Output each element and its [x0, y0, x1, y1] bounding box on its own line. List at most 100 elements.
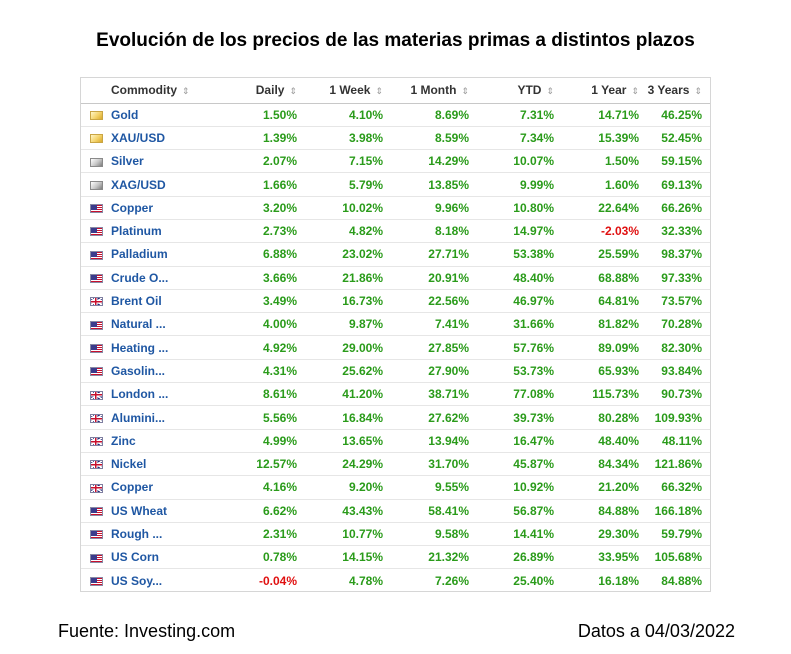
commodity-link[interactable]: Palladium — [111, 242, 221, 267]
column-header-3-years[interactable]: 3 Years ⇕ — [647, 78, 710, 104]
cell-ytd: 10.80% — [477, 196, 562, 220]
cell-1-month: 14.29% — [391, 149, 477, 174]
table-row[interactable]: Palladium 6.88% 23.02% 27.71% 53.38% 25.59% 98… — [81, 242, 710, 267]
column-header-commodity[interactable]: Commodity ⇕ — [111, 78, 221, 104]
cell-3-years: 166.18% — [647, 499, 710, 523]
cell-ytd: 7.34% — [477, 126, 562, 151]
table-row[interactable]: Alumini... 5.56% 16.84% 27.62% 39.73% 80.28% 1… — [81, 405, 710, 430]
commodity-link[interactable]: Copper — [111, 196, 221, 220]
table-row[interactable]: Nickel 12.57% 24.29% 31.70% 45.87% 84.34% 121.… — [81, 452, 710, 477]
table-row[interactable]: US Corn 0.78% 14.15% 21.32% 26.89% 33.95% 105.… — [81, 545, 710, 570]
commodity-link[interactable]: Platinum — [111, 219, 221, 244]
flag-cell — [81, 103, 111, 127]
commodity-link[interactable]: Heating ... — [111, 335, 221, 360]
cell-daily: 2.31% — [221, 522, 305, 547]
table-row[interactable]: XAU/USD 1.39% 3.98% 8.59% 7.34% 15.39% 52.45% — [81, 126, 710, 151]
cell-1-year: 65.93% — [562, 359, 647, 384]
commodity-link[interactable]: Zinc — [111, 429, 221, 453]
date-note: Datos a 04/03/2022 — [577, 621, 735, 641]
flag-cell — [81, 429, 111, 453]
column-header-ytd[interactable]: YTD ⇕ — [477, 78, 562, 104]
cell-1-week: 4.82% — [305, 219, 391, 244]
flag-cell — [81, 405, 111, 430]
table-row[interactable]: XAG/USD 1.66% 5.79% 13.85% 9.99% 1.60% 69.13% — [81, 172, 710, 197]
table-row[interactable]: Gasolin... 4.31% 25.62% 27.90% 53.73% 65.93% 9… — [81, 359, 710, 384]
commodity-link[interactable]: XAU/USD — [111, 126, 221, 151]
table-row[interactable]: Brent Oil 3.49% 16.73% 22.56% 46.97% 64.81% 73… — [81, 289, 710, 314]
cell-daily: 1.39% — [221, 126, 305, 151]
commodity-link[interactable]: Nickel — [111, 452, 221, 477]
cell-3-years: 59.79% — [647, 522, 710, 547]
cell-daily: 1.66% — [221, 172, 305, 197]
commodity-link[interactable]: Brent Oil — [111, 289, 221, 314]
flag-cell — [81, 266, 111, 290]
cell-daily: 4.16% — [221, 475, 305, 500]
commodity-link[interactable]: Alumini... — [111, 405, 221, 430]
cell-1-week: 4.78% — [348, 573, 383, 588]
cell-1-month: 8.59% — [391, 126, 477, 151]
cell-1-week: 43.43% — [305, 499, 391, 523]
commodity-link[interactable]: Copper — [111, 475, 221, 500]
commodity-link[interactable]: Gasolin... — [111, 359, 221, 384]
cell-1-year: 68.88% — [562, 266, 647, 290]
cell-1-year: 22.64% — [562, 196, 647, 220]
commodity-link[interactable]: London ... — [111, 382, 221, 407]
sort-icon: ⇕ — [289, 86, 297, 97]
table-row[interactable]: Crude O... 3.66% 21.86% 20.91% 48.40% 68.88% 9… — [81, 266, 710, 290]
commodity-link[interactable]: Rough ... — [111, 522, 221, 547]
cell-1-year: 89.09% — [562, 335, 647, 360]
cell-1-week: 10.77% — [305, 522, 391, 547]
table-row[interactable]: Rough ... 2.31% 10.77% 9.58% 14.41% 29.30% 59.… — [81, 522, 710, 547]
cell-ytd: 16.47% — [477, 429, 562, 453]
table-row[interactable]: US Wheat 6.62% 43.43% 58.41% 56.87% 84.88% 166… — [81, 499, 710, 523]
cell-ytd: 10.92% — [477, 475, 562, 500]
cell-1-week: 7.15% — [305, 149, 391, 174]
cell-3-years: 109.93% — [647, 405, 710, 430]
column-header-1-week[interactable]: 1 Week ⇕ — [305, 78, 391, 104]
cell-ytd: 53.38% — [477, 242, 562, 267]
commodity-link[interactable]: Natural ... — [111, 312, 221, 337]
table-row[interactable]: Natural ... 4.00% 9.87% 7.41% 31.66% 81.82% 70… — [81, 312, 710, 337]
commodities-table-container: Commodity ⇕ Daily ⇕ 1 Week ⇕ 1 Month ⇕ YTD ⇕ … — [80, 77, 711, 592]
table-row[interactable]: Silver 2.07% 7.15% 14.29% 10.07% 1.50% 59.15% — [81, 149, 710, 174]
cell-daily: 0.78% — [221, 545, 305, 570]
cell-3-years: 82.30% — [647, 335, 710, 360]
sort-icon: ⇕ — [461, 86, 469, 97]
flag-cell — [81, 522, 111, 547]
commodity-link[interactable]: US Corn — [111, 545, 221, 570]
cell-daily: 2.73% — [221, 219, 305, 244]
us-flag-icon — [89, 204, 103, 214]
us-flag-icon — [89, 530, 103, 540]
cell-1-week: 3.98% — [305, 126, 391, 151]
cell-ytd: 56.87% — [477, 499, 562, 523]
commodity-link[interactable]: Gold — [111, 103, 221, 127]
commodity-link[interactable]: Silver — [111, 149, 221, 174]
column-header-daily[interactable]: Daily ⇕ — [221, 78, 305, 104]
table-row[interactable]: Gold 1.50% 4.10% 8.69% 7.31% 14.71% 46.25% — [81, 103, 710, 127]
table-row[interactable]: Zinc 4.99% 13.65% 13.94% 16.47% 48.40% 48.11% — [81, 429, 710, 453]
cell-1-week: 5.79% — [305, 172, 391, 197]
table-row[interactable]: London ... 8.61% 41.20% 38.71% 77.08% 115.73%… — [81, 382, 710, 407]
table-row[interactable]: US Soy... -0.04% 4.78% 7.26% 25.40% 16.18% 84.… — [81, 569, 710, 592]
uk-flag-icon — [89, 460, 103, 470]
table-row[interactable]: Heating ... 4.92% 29.00% 27.85% 57.76% 89.09%… — [81, 335, 710, 360]
table-row[interactable]: Platinum 2.73% 4.82% 8.18% 14.97% -2.03% 32.33… — [81, 219, 710, 244]
commodity-link[interactable]: US Soy... — [111, 573, 163, 588]
cell-1-week: 29.00% — [305, 335, 391, 360]
commodity-link[interactable]: US Wheat — [111, 499, 221, 523]
column-header-1-month[interactable]: 1 Month ⇕ — [391, 78, 477, 104]
cell-1-month: 27.71% — [391, 242, 477, 267]
gold-icon — [89, 110, 103, 120]
column-header-1-year[interactable]: 1 Year ⇕ — [562, 78, 647, 104]
flag-cell — [81, 242, 111, 267]
commodity-link[interactable]: Crude O... — [111, 266, 221, 290]
cell-daily: 4.00% — [221, 312, 305, 337]
cell-3-years: 73.57% — [647, 289, 710, 314]
flag-cell — [81, 475, 111, 500]
cell-ytd: 14.97% — [477, 219, 562, 244]
commodity-link[interactable]: XAG/USD — [111, 172, 221, 197]
table-row[interactable]: Copper 4.16% 9.20% 9.55% 10.92% 21.20% 66.32% — [81, 475, 710, 500]
sort-icon: ⇕ — [182, 86, 190, 97]
table-row[interactable]: Copper 3.20% 10.02% 9.96% 10.80% 22.64% 66.26% — [81, 196, 710, 220]
cell-1-week: 16.73% — [305, 289, 391, 314]
